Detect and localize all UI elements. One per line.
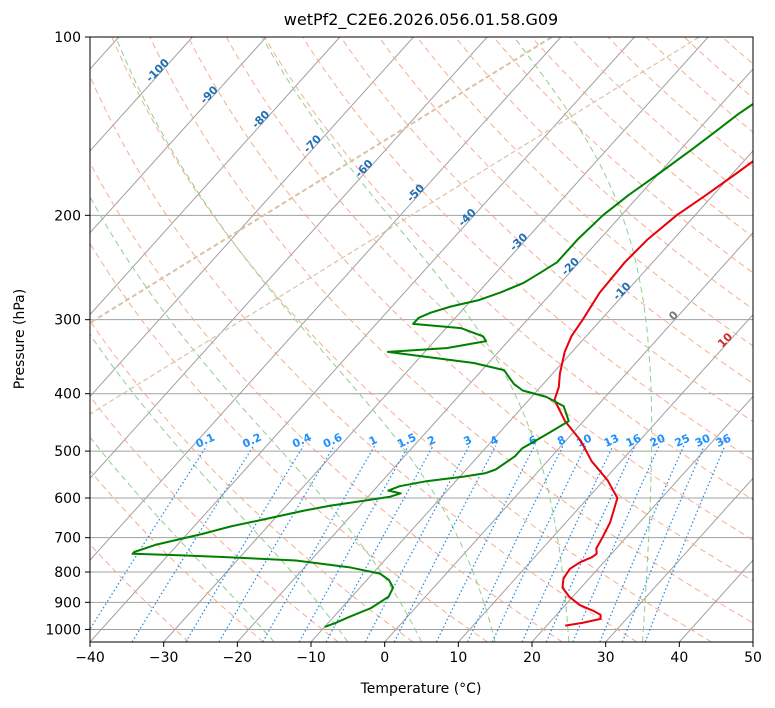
- y-tick-label: 800: [54, 565, 81, 581]
- x-tick-label: 30: [597, 650, 615, 666]
- dry-adiabat-10: [90, 242, 488, 642]
- mixing-ratio-line-0.2: [131, 445, 255, 642]
- mixing-ratio-label: 10: [574, 431, 594, 449]
- isotherm--80: [90, 37, 341, 316]
- mixing-ratio-line-4: [393, 445, 497, 642]
- mixing-ratio-label: 25: [673, 432, 692, 450]
- isotherm--40: [90, 37, 635, 642]
- dry-adiabat-20: [90, 161, 563, 642]
- mixing-ratio-lines: [90, 445, 726, 642]
- x-tick-label: −40: [75, 650, 105, 666]
- isotherm--90: [90, 37, 267, 234]
- y-tick-label: 100: [54, 30, 81, 46]
- isotherm-lines: [90, 37, 753, 642]
- mixing-ratio-line-2: [325, 445, 434, 642]
- dry-adiabat-120: [416, 37, 753, 347]
- x-tick-label: 50: [744, 650, 762, 666]
- x-tick-label: −10: [296, 650, 326, 666]
- mixing-ratio-line-8: [466, 445, 564, 642]
- isotherm--100: [90, 37, 193, 152]
- y-tick-label: 900: [54, 595, 81, 611]
- isotherm-20: [531, 395, 753, 642]
- mixing-ratio-label: 16: [624, 431, 644, 449]
- isotherm--20: [236, 68, 753, 642]
- isotherm-30: [605, 477, 753, 642]
- y-tick-label: 300: [54, 313, 81, 329]
- sounding-profiles: [131, 102, 753, 628]
- x-tick-label: 20: [523, 650, 541, 666]
- x-tick-label: −30: [149, 650, 179, 666]
- isotherm-0: [384, 231, 753, 642]
- x-tick-label: 40: [670, 650, 688, 666]
- moist-adiabat--15: [90, 436, 275, 642]
- x-tick-label: −20: [223, 650, 253, 666]
- dry-adiabat-110: [378, 37, 753, 384]
- isotherm-10: [457, 313, 753, 642]
- dry-adiabat-80: [264, 37, 753, 501]
- mixing-ratio-line-10: [491, 445, 587, 642]
- plot-frame: [89, 36, 754, 643]
- dry-adiabat-60: [187, 37, 753, 582]
- temperature-profile-line: [553, 160, 753, 627]
- x-axis: −40 −30 −20 −10 0 10 20 30 40 50: [75, 642, 762, 666]
- dry-adiabat-50: [149, 37, 753, 624]
- plot-area: 0.1 0.2 0.4 0.6 1 1.5 2 3 4 6 8 10 13 16 20 25 30 36 -100…: [90, 37, 753, 642]
- dry-adiabat--10: [90, 395, 339, 642]
- dry-adiabat-170: [607, 37, 753, 168]
- isotherm--70: [90, 37, 414, 398]
- moist-adiabat-15: [115, 37, 496, 642]
- y-tick-label: 500: [54, 444, 81, 460]
- dry-adiabat-140: [493, 37, 753, 274]
- dewpoint-profile-line: [131, 102, 753, 628]
- mixing-ratio-label: 13: [602, 432, 621, 450]
- chart-title: wetPf2_C2E6.2026.056.01.58.G09: [284, 10, 558, 30]
- dry-adiabat-130: [454, 37, 753, 310]
- mixing-ratio-line-1.5: [298, 445, 409, 642]
- dry-adiabat-100: [340, 37, 753, 423]
- mixing-ratio-line-0.6: [218, 445, 335, 642]
- dry-adiabat-30: [90, 75, 638, 642]
- y-tick-label: 400: [54, 387, 81, 403]
- mixing-ratio-line-6: [435, 445, 536, 642]
- x-axis-title: Temperature (°C): [360, 681, 482, 697]
- isobar-lines: [90, 37, 753, 630]
- mixing-ratio-line-36: [644, 445, 726, 642]
- y-axis-title: Pressure (hPa): [12, 289, 28, 389]
- isotherm--10: [310, 150, 753, 642]
- mixing-ratio-label: 36: [714, 431, 734, 449]
- y-tick-label: 700: [54, 531, 81, 547]
- moist-adiabat-25: [261, 37, 570, 642]
- moist-adiabat--5: [90, 333, 349, 642]
- dry-adiabat-40: [111, 37, 712, 642]
- isotherm--50: [90, 37, 562, 561]
- mixing-ratio-label: 20: [648, 431, 668, 449]
- isotherm--60: [90, 37, 488, 480]
- y-tick-label: 200: [54, 208, 81, 224]
- mixing-ratio-line-30: [621, 445, 705, 642]
- y-tick-label: 600: [54, 491, 81, 507]
- moist-adiabat-35: [513, 37, 653, 642]
- x-tick-label: 10: [449, 650, 467, 666]
- moist-adiabat-lines: [90, 37, 653, 642]
- y-tick-label: 1000: [45, 622, 81, 638]
- x-tick-label: 0: [380, 650, 389, 666]
- y-axis: 100 200 300 400 500 600 700 800 900 1000: [45, 30, 90, 638]
- mixing-ratio-label: 30: [693, 431, 713, 449]
- isotherm--30: [163, 37, 709, 642]
- dry-adiabat-lines: [90, 37, 753, 642]
- dry-adiabat-0: [90, 320, 414, 642]
- mixing-ratio-line-1: [262, 445, 376, 642]
- dry-adiabat-70: [225, 37, 753, 541]
